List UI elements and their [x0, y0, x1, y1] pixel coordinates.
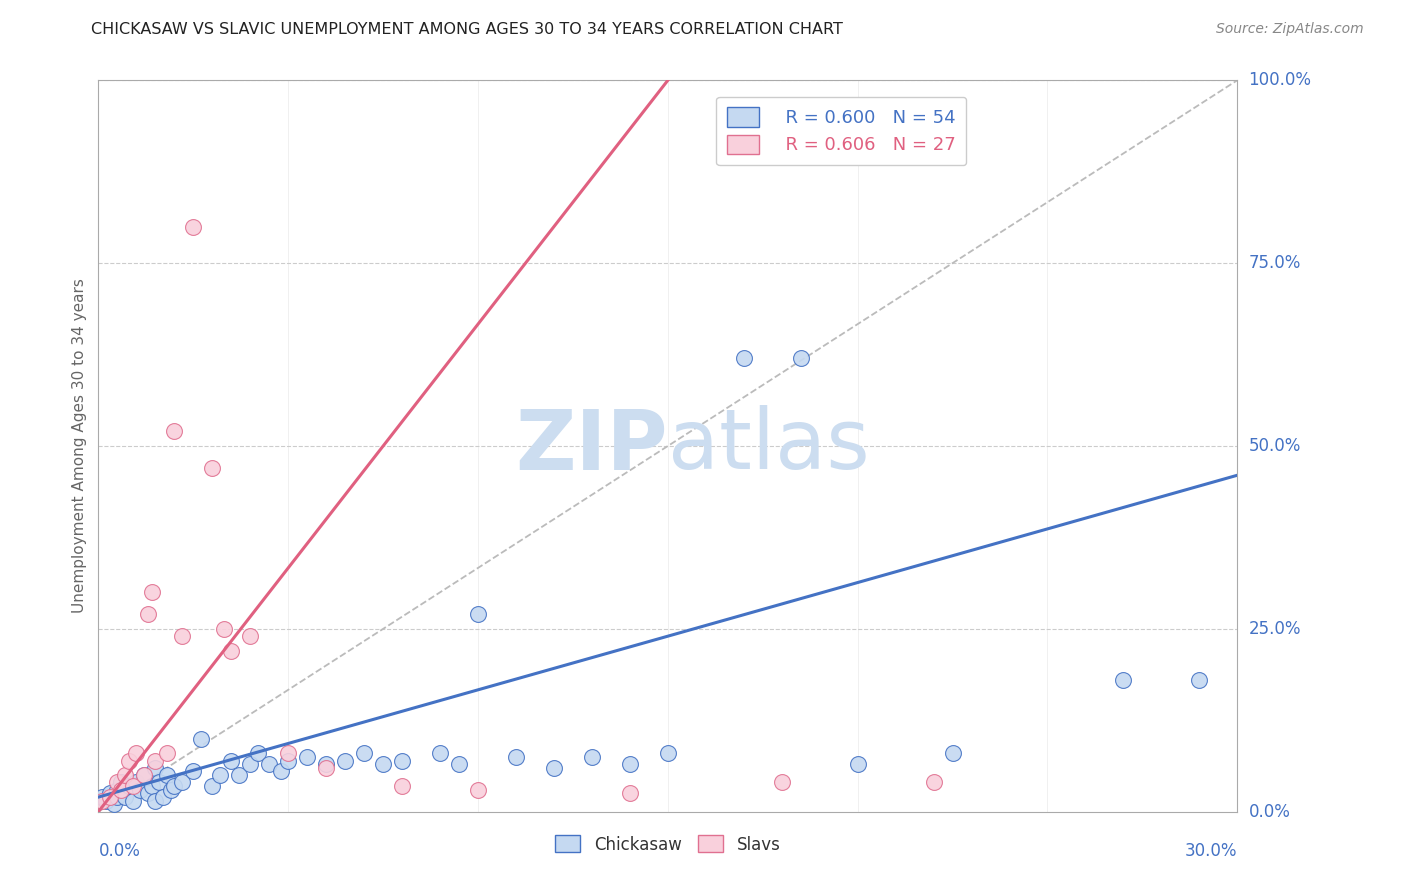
Point — [221, 644, 243, 658]
Point — [239, 757, 262, 772]
Point — [107, 775, 129, 789]
Point — [505, 749, 527, 764]
Point — [110, 775, 132, 789]
Point — [118, 779, 141, 793]
Point — [270, 764, 292, 779]
Text: 0.0%: 0.0% — [1249, 803, 1291, 821]
Text: 25.0%: 25.0% — [1249, 620, 1301, 638]
Point — [371, 757, 394, 772]
Point — [619, 787, 641, 801]
Point — [163, 779, 186, 793]
Point — [922, 775, 945, 789]
Point — [657, 746, 679, 760]
Text: 100.0%: 100.0% — [1249, 71, 1312, 89]
Point — [391, 779, 413, 793]
Point — [212, 622, 235, 636]
Y-axis label: Unemployment Among Ages 30 to 34 years: Unemployment Among Ages 30 to 34 years — [72, 278, 87, 614]
Point — [136, 607, 159, 622]
Point — [246, 746, 269, 760]
Point — [163, 425, 186, 439]
Point — [208, 768, 231, 782]
Text: Source: ZipAtlas.com: Source: ZipAtlas.com — [1216, 22, 1364, 37]
Point — [98, 787, 121, 801]
Point — [733, 351, 755, 366]
Point — [1112, 673, 1135, 687]
Point — [94, 794, 117, 808]
Point — [221, 754, 243, 768]
Point — [228, 768, 250, 782]
Text: 50.0%: 50.0% — [1249, 437, 1301, 455]
Point — [239, 629, 262, 643]
Point — [619, 757, 641, 772]
Text: 75.0%: 75.0% — [1249, 254, 1301, 272]
Point — [114, 790, 136, 805]
Point — [790, 351, 813, 366]
Text: atlas: atlas — [668, 406, 869, 486]
Point — [183, 219, 205, 234]
Point — [277, 754, 299, 768]
Text: 0.0%: 0.0% — [98, 842, 141, 860]
Point — [846, 757, 869, 772]
Point — [391, 754, 413, 768]
Point — [91, 790, 114, 805]
Point — [170, 775, 193, 789]
Point — [114, 768, 136, 782]
Point — [107, 782, 129, 797]
Point — [107, 790, 129, 805]
Point — [156, 768, 179, 782]
Point — [201, 461, 224, 475]
Point — [259, 757, 281, 772]
Point — [110, 782, 132, 797]
Point — [315, 761, 337, 775]
Point — [156, 746, 179, 760]
Point — [467, 782, 489, 797]
Point — [121, 779, 143, 793]
Point — [581, 749, 603, 764]
Point — [148, 775, 170, 789]
Point — [145, 794, 167, 808]
Point — [1188, 673, 1211, 687]
Point — [121, 794, 143, 808]
Point — [136, 787, 159, 801]
Point — [315, 757, 337, 772]
Text: ZIP: ZIP — [516, 406, 668, 486]
Point — [942, 746, 965, 760]
Point — [98, 790, 121, 805]
Point — [770, 775, 793, 789]
Point — [467, 607, 489, 622]
Point — [297, 749, 319, 764]
Point — [132, 768, 155, 782]
Point — [118, 754, 141, 768]
Text: CHICKASAW VS SLAVIC UNEMPLOYMENT AMONG AGES 30 TO 34 YEARS CORRELATION CHART: CHICKASAW VS SLAVIC UNEMPLOYMENT AMONG A… — [91, 22, 844, 37]
Point — [145, 754, 167, 768]
Point — [190, 731, 212, 746]
Point — [449, 757, 471, 772]
Point — [141, 585, 163, 599]
Point — [145, 761, 167, 775]
Point — [129, 782, 152, 797]
Point — [152, 790, 174, 805]
Text: 30.0%: 30.0% — [1185, 842, 1237, 860]
Point — [170, 629, 193, 643]
Point — [429, 746, 451, 760]
Point — [201, 779, 224, 793]
Point — [277, 746, 299, 760]
Point — [335, 754, 357, 768]
Point — [183, 764, 205, 779]
Point — [103, 797, 125, 812]
Legend: Chickasaw, Slavs: Chickasaw, Slavs — [547, 827, 789, 862]
Point — [91, 794, 114, 808]
Point — [132, 768, 155, 782]
Point — [353, 746, 375, 760]
Point — [125, 775, 148, 789]
Point — [141, 779, 163, 793]
Point — [159, 782, 181, 797]
Point — [543, 761, 565, 775]
Point — [125, 746, 148, 760]
